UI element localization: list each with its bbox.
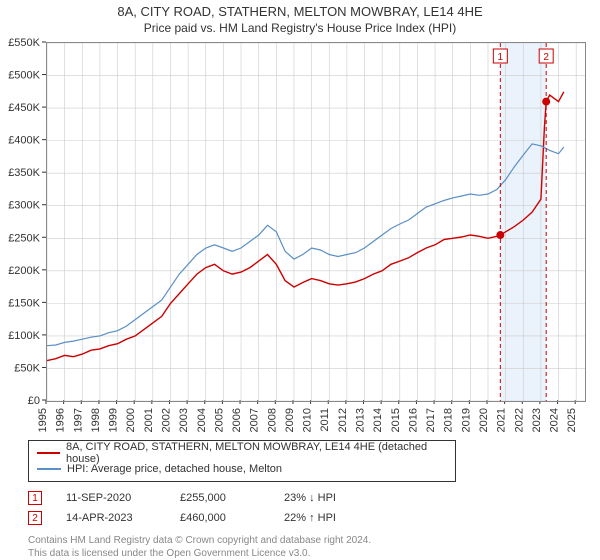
svg-text:2023: 2023	[531, 408, 543, 432]
svg-text:£300K: £300K	[8, 200, 40, 212]
svg-text:2019: 2019	[460, 408, 472, 432]
marker-delta: 23% ↓ HPI	[284, 492, 336, 504]
legend-swatch	[37, 452, 60, 454]
svg-text:2015: 2015	[390, 408, 402, 432]
svg-text:2: 2	[543, 52, 549, 63]
svg-text:2005: 2005	[213, 408, 225, 432]
marker-table: 1 11-SEP-2020 £255,000 23% ↓ HPI 2 14-AP…	[28, 488, 590, 528]
svg-text:1: 1	[498, 52, 504, 63]
svg-text:2018: 2018	[443, 408, 455, 432]
svg-text:2012: 2012	[337, 408, 349, 432]
marker-price: £460,000	[180, 512, 260, 524]
svg-text:1995: 1995	[37, 408, 49, 432]
svg-text:2013: 2013	[355, 408, 367, 432]
svg-text:1999: 1999	[108, 408, 120, 432]
svg-text:2004: 2004	[196, 408, 208, 432]
legend-box: 8A, CITY ROAD, STATHERN, MELTON MOWBRAY,…	[28, 440, 456, 482]
legend-row: 8A, CITY ROAD, STATHERN, MELTON MOWBRAY,…	[37, 445, 447, 461]
marker-row: 1 11-SEP-2020 £255,000 23% ↓ HPI	[28, 488, 590, 508]
marker-row: 2 14-APR-2023 £460,000 22% ↑ HPI	[28, 508, 590, 528]
svg-text:2001: 2001	[143, 408, 155, 432]
svg-text:1996: 1996	[55, 408, 67, 432]
svg-text:2009: 2009	[284, 408, 296, 432]
legend-label: 8A, CITY ROAD, STATHERN, MELTON MOWBRAY,…	[66, 441, 447, 465]
svg-text:2000: 2000	[125, 408, 137, 432]
marker-badge: 1	[28, 491, 42, 505]
legend-label: HPI: Average price, detached house, Melt…	[67, 463, 282, 475]
svg-text:£0: £0	[28, 395, 40, 407]
svg-text:2007: 2007	[249, 408, 261, 432]
license-text: Contains HM Land Registry data © Crown c…	[28, 534, 590, 560]
marker-date: 11-SEP-2020	[66, 492, 156, 504]
svg-text:£500K: £500K	[8, 70, 40, 82]
svg-text:£150K: £150K	[8, 297, 40, 309]
svg-text:£200K: £200K	[8, 265, 40, 277]
footer-block: 8A, CITY ROAD, STATHERN, MELTON MOWBRAY,…	[28, 440, 590, 560]
svg-text:2008: 2008	[266, 408, 278, 432]
svg-text:1997: 1997	[72, 408, 84, 432]
plot-area: 12	[46, 42, 586, 402]
svg-text:£350K: £350K	[8, 167, 40, 179]
svg-text:2014: 2014	[372, 408, 384, 432]
svg-text:2016: 2016	[407, 408, 419, 432]
svg-text:2024: 2024	[549, 408, 561, 432]
marker-delta: 22% ↑ HPI	[284, 512, 336, 524]
svg-text:2011: 2011	[319, 408, 331, 432]
license-line: This data is licensed under the Open Gov…	[28, 548, 310, 559]
marker-badge: 2	[28, 511, 42, 525]
svg-text:£100K: £100K	[8, 330, 40, 342]
svg-text:2006: 2006	[231, 408, 243, 432]
svg-text:£400K: £400K	[8, 135, 40, 147]
chart-svg: 12	[47, 43, 585, 401]
license-line: Contains HM Land Registry data © Crown c…	[28, 535, 371, 546]
svg-text:2020: 2020	[478, 408, 490, 432]
marker-date: 14-APR-2023	[66, 512, 156, 524]
svg-text:2021: 2021	[496, 408, 508, 432]
svg-text:2017: 2017	[425, 408, 437, 432]
chart-container: 8A, CITY ROAD, STATHERN, MELTON MOWBRAY,…	[0, 0, 600, 560]
svg-text:£250K: £250K	[8, 232, 40, 244]
marker-price: £255,000	[180, 492, 260, 504]
svg-text:2002: 2002	[160, 408, 172, 432]
svg-text:£550K: £550K	[8, 37, 40, 49]
svg-text:2025: 2025	[566, 408, 578, 432]
svg-text:£50K: £50K	[14, 362, 40, 374]
svg-text:1998: 1998	[90, 408, 102, 432]
svg-text:2022: 2022	[513, 408, 525, 432]
svg-text:2010: 2010	[302, 408, 314, 432]
svg-text:2003: 2003	[178, 408, 190, 432]
legend-swatch	[37, 468, 61, 470]
svg-text:£450K: £450K	[8, 102, 40, 114]
